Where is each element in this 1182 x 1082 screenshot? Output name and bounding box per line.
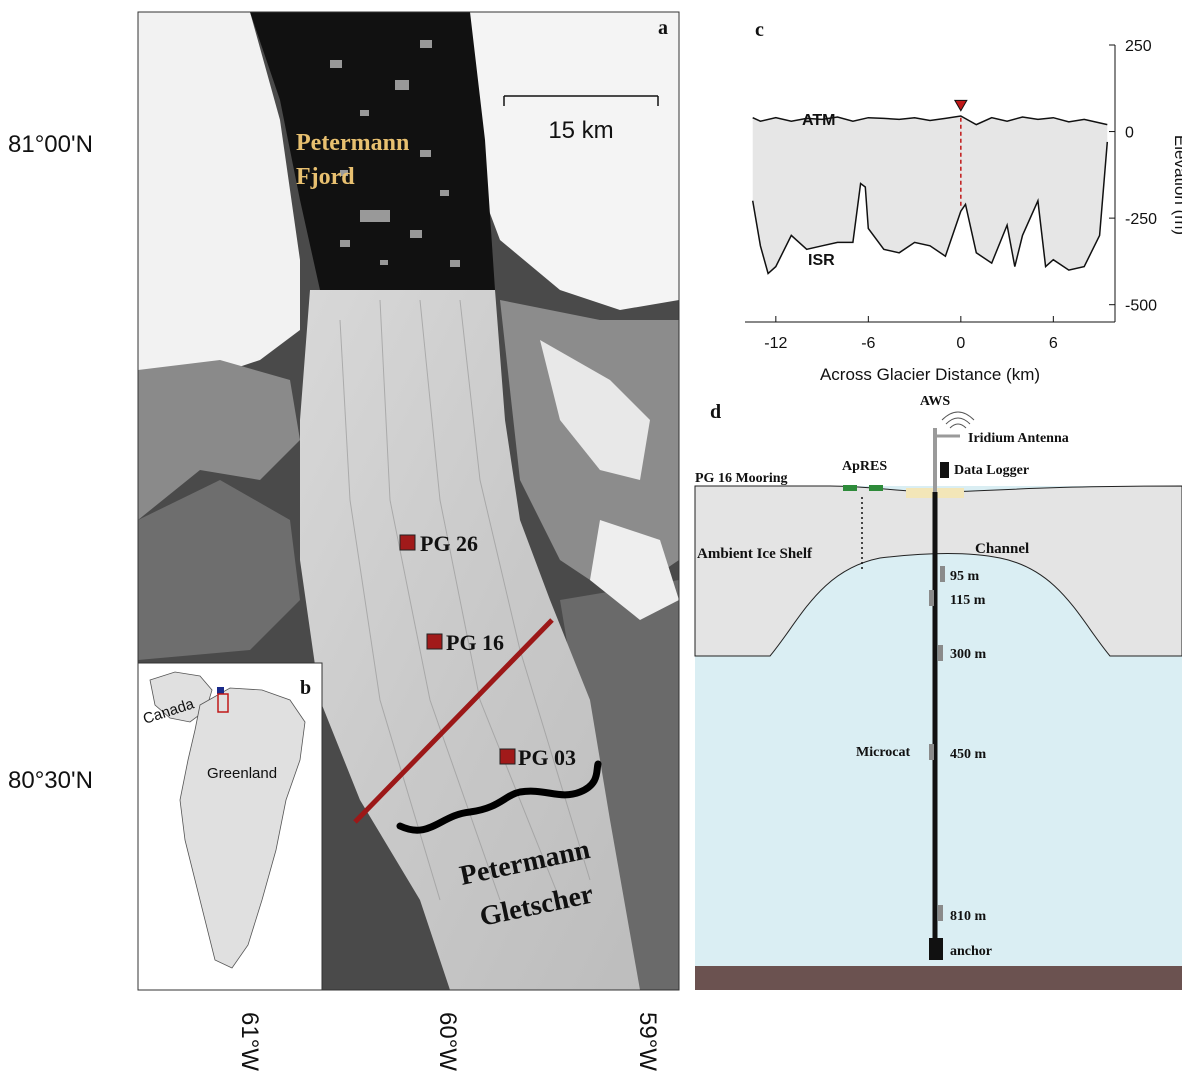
greenland-label: Greenland	[207, 765, 277, 782]
mooring-marker-pg16	[426, 633, 443, 650]
instrument-450m	[929, 744, 934, 760]
depth-label-810m: 810 m	[950, 909, 987, 924]
panel-a-letter: a	[658, 17, 668, 39]
depth-label-95m: 95 m	[950, 569, 980, 584]
anchor-block	[929, 938, 943, 960]
x-tick-label-3: 6	[1049, 335, 1058, 352]
panel-c-chart: c -12 -6 0 6 250 0 -250 -500 ATM ISR Across Gla…	[745, 19, 1182, 384]
ice-cross-section	[752, 116, 1108, 274]
atm-surface-line	[752, 115, 1108, 126]
instrument-115m	[929, 590, 934, 606]
anchor-label: anchor	[950, 944, 992, 959]
scale-bar-label: 15 km	[548, 117, 613, 144]
instrument-300m	[938, 645, 943, 661]
ambient-ice-shelf-label: Ambient Ice Shelf	[697, 546, 813, 562]
x-tick-label-1: -6	[861, 335, 875, 352]
y-tick-label-1: 0	[1125, 125, 1134, 142]
lon-label-61: 61°W	[236, 1012, 263, 1071]
isr-label: ISR	[808, 252, 835, 269]
panel-b-inset: b Canada Greenland	[137, 662, 323, 991]
lat-label-81: 81°00'N	[8, 131, 93, 158]
x-axis-title: Across Glacier Distance (km)	[820, 365, 1040, 384]
inset-location-marker	[217, 687, 224, 694]
isr-base-line	[751, 141, 1109, 275]
data-logger-label: Data Logger	[954, 463, 1029, 478]
panel-c-letter: c	[755, 19, 764, 41]
y-tick-label-2: -250	[1125, 211, 1157, 228]
x-tick-label-0: -12	[764, 335, 787, 352]
panel-d-letter: d	[710, 401, 721, 423]
lon-label-59: 59°W	[634, 1012, 661, 1071]
microcat-label: Microcat	[856, 745, 910, 760]
depth-label-115m: 115 m	[950, 593, 986, 608]
y-tick-label-3: -500	[1125, 298, 1157, 315]
mooring-marker-pg26	[399, 534, 416, 551]
channel-trace	[396, 760, 602, 834]
data-logger-box	[940, 462, 949, 478]
channel-label: Channel	[975, 541, 1029, 557]
mooring-label-pg03: PG 03	[518, 745, 576, 770]
x-tick-label-2: 0	[956, 335, 965, 352]
transect-line	[353, 618, 554, 824]
panel-d-schematic: d AWS Iridium Antenna Data Logger ApRES …	[694, 394, 1182, 990]
y-tick-label-0: 250	[1125, 38, 1152, 55]
atm-label: ATM	[802, 112, 835, 129]
antenna-signal-icon	[941, 411, 975, 429]
instrument-810m	[938, 905, 943, 921]
apres-unit-left	[843, 485, 857, 491]
mooring-label-pg26: PG 26	[420, 531, 478, 556]
panel-b-letter: b	[300, 677, 311, 699]
aws-label: AWS	[920, 394, 951, 409]
panel-c-axes: -12 -6 0 6 250 0 -250 -500	[745, 38, 1157, 352]
depth-label-450m: 450 m	[950, 747, 987, 762]
fjord-label-line1: Petermann	[296, 130, 409, 156]
apres-label: ApRES	[842, 459, 887, 474]
apres-unit-right	[869, 485, 883, 491]
inset-location-box	[217, 693, 229, 713]
seabed	[695, 966, 1182, 990]
mooring-marker-pg03	[499, 748, 516, 765]
marker-triangle	[953, 99, 968, 112]
mooring-name-label: PG 16 Mooring	[695, 471, 788, 486]
y-axis-title: Elevation (m)	[1171, 135, 1182, 235]
depth-label-300m: 300 m	[950, 647, 987, 662]
lat-label-80-30: 80°30'N	[8, 767, 93, 794]
greenland-landmass	[179, 687, 306, 969]
iridium-label: Iridium Antenna	[968, 431, 1069, 446]
panel-a-map	[138, 12, 679, 990]
fjord-label-line2: Fjord	[296, 164, 355, 190]
instrument-95m	[940, 566, 945, 582]
lon-label-60: 60°W	[434, 1012, 461, 1071]
mooring-label-pg16: PG 16	[446, 630, 504, 655]
